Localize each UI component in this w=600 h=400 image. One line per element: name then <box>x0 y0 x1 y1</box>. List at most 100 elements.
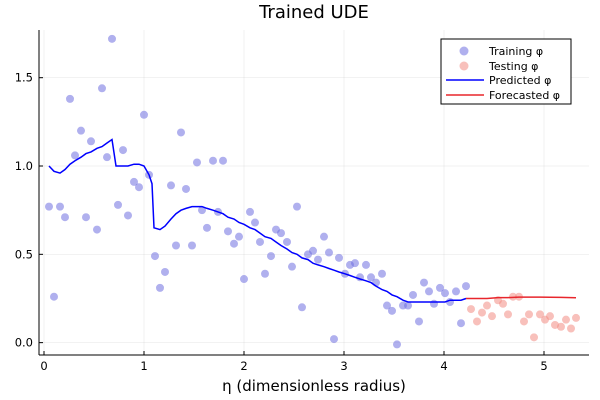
training-point <box>362 260 370 269</box>
training-point <box>277 229 285 238</box>
x-tick-label: 2 <box>240 359 247 373</box>
training-point <box>193 158 201 167</box>
training-point <box>151 252 159 261</box>
training-point <box>119 146 127 155</box>
training-point <box>330 335 338 344</box>
testing-point <box>572 313 580 322</box>
training-point <box>430 299 438 308</box>
training-point <box>283 237 291 246</box>
training-point <box>351 259 359 268</box>
x-tick-label: 0 <box>40 359 47 373</box>
legend-marker-testing <box>459 61 469 71</box>
training-point <box>198 206 206 215</box>
testing-point <box>551 320 559 329</box>
legend-label-testing: Testing φ <box>488 60 538 73</box>
training-point <box>230 239 238 248</box>
x-tick-label: 5 <box>540 359 547 373</box>
training-point <box>224 227 232 236</box>
training-point <box>320 232 328 241</box>
x-tick-label: 3 <box>340 359 347 373</box>
testing-point <box>467 305 475 314</box>
training-point <box>235 232 243 241</box>
training-point <box>251 218 259 227</box>
training-point <box>409 290 417 299</box>
testing-point <box>504 310 512 319</box>
training-point <box>425 287 433 296</box>
predicted-line <box>48 138 467 303</box>
training-point <box>66 94 74 103</box>
training-point <box>77 126 85 135</box>
testing-point <box>567 324 575 333</box>
training-point <box>203 223 211 232</box>
training-point <box>161 267 169 276</box>
testing-point <box>520 317 528 326</box>
axis-ticks: 0 1 2 3 4 5 0.0 0.5 1.0 1.5 <box>15 71 548 373</box>
training-point <box>172 241 180 250</box>
training-point <box>108 34 116 43</box>
training-point <box>325 248 333 257</box>
training-point <box>140 110 148 119</box>
training-point <box>298 303 306 312</box>
training-point <box>156 283 164 292</box>
training-point <box>209 156 217 165</box>
testing-point <box>546 312 554 321</box>
training-point <box>457 319 465 328</box>
legend-marker-training <box>459 46 469 56</box>
training-point <box>293 202 301 211</box>
training-point <box>167 181 175 190</box>
training-point <box>256 237 264 246</box>
y-tick-label: 1.5 <box>15 71 33 85</box>
training-point <box>462 282 470 291</box>
training-point <box>219 156 227 165</box>
training-point <box>135 183 143 192</box>
training-point <box>45 202 53 211</box>
testing-point <box>483 301 491 310</box>
training-point <box>93 225 101 234</box>
training-point <box>114 200 122 209</box>
testing-point <box>488 312 496 321</box>
training-point <box>288 262 296 271</box>
legend-label-training: Training φ <box>488 45 543 58</box>
training-point <box>420 278 428 287</box>
training-point <box>367 273 375 282</box>
training-point <box>393 340 401 349</box>
training-point <box>436 283 444 292</box>
legend: Training φ Testing φ Predicted φ Forecas… <box>440 38 572 105</box>
training-point <box>314 255 322 264</box>
axes <box>38 30 589 356</box>
y-tick-label: 1.0 <box>15 159 33 173</box>
training-point <box>50 292 58 301</box>
training-point <box>388 306 396 315</box>
y-tick-label: 0.5 <box>15 247 33 261</box>
testing-point <box>557 322 565 331</box>
training-point <box>415 317 423 326</box>
training-point <box>404 301 412 310</box>
y-tick-label: 0.0 <box>15 336 33 350</box>
training-point <box>240 275 248 284</box>
training-point <box>177 128 185 137</box>
training-point <box>98 84 106 93</box>
training-point <box>103 153 111 162</box>
x-tick-label: 4 <box>440 359 447 373</box>
x-tick-label: 1 <box>140 359 147 373</box>
training-point <box>182 184 190 193</box>
legend-label-forecasted: Forecasted φ <box>489 89 560 102</box>
training-point <box>378 269 386 278</box>
testing-point <box>499 299 507 308</box>
chart-title: Trained UDE <box>258 2 369 23</box>
legend-label-predicted: Predicted φ <box>489 74 551 87</box>
training-point <box>335 253 343 262</box>
training-point <box>71 151 79 160</box>
testing-point <box>525 310 533 319</box>
forecasted-line <box>466 296 577 300</box>
training-point <box>261 269 269 278</box>
data-series <box>45 34 580 349</box>
training-point <box>56 202 64 211</box>
training-point <box>188 241 196 250</box>
testing-point <box>473 317 481 326</box>
testing-point <box>562 315 570 324</box>
x-axis-label: η (dimensionless radius) <box>222 377 406 395</box>
training-point <box>267 252 275 261</box>
training-point <box>61 213 69 222</box>
